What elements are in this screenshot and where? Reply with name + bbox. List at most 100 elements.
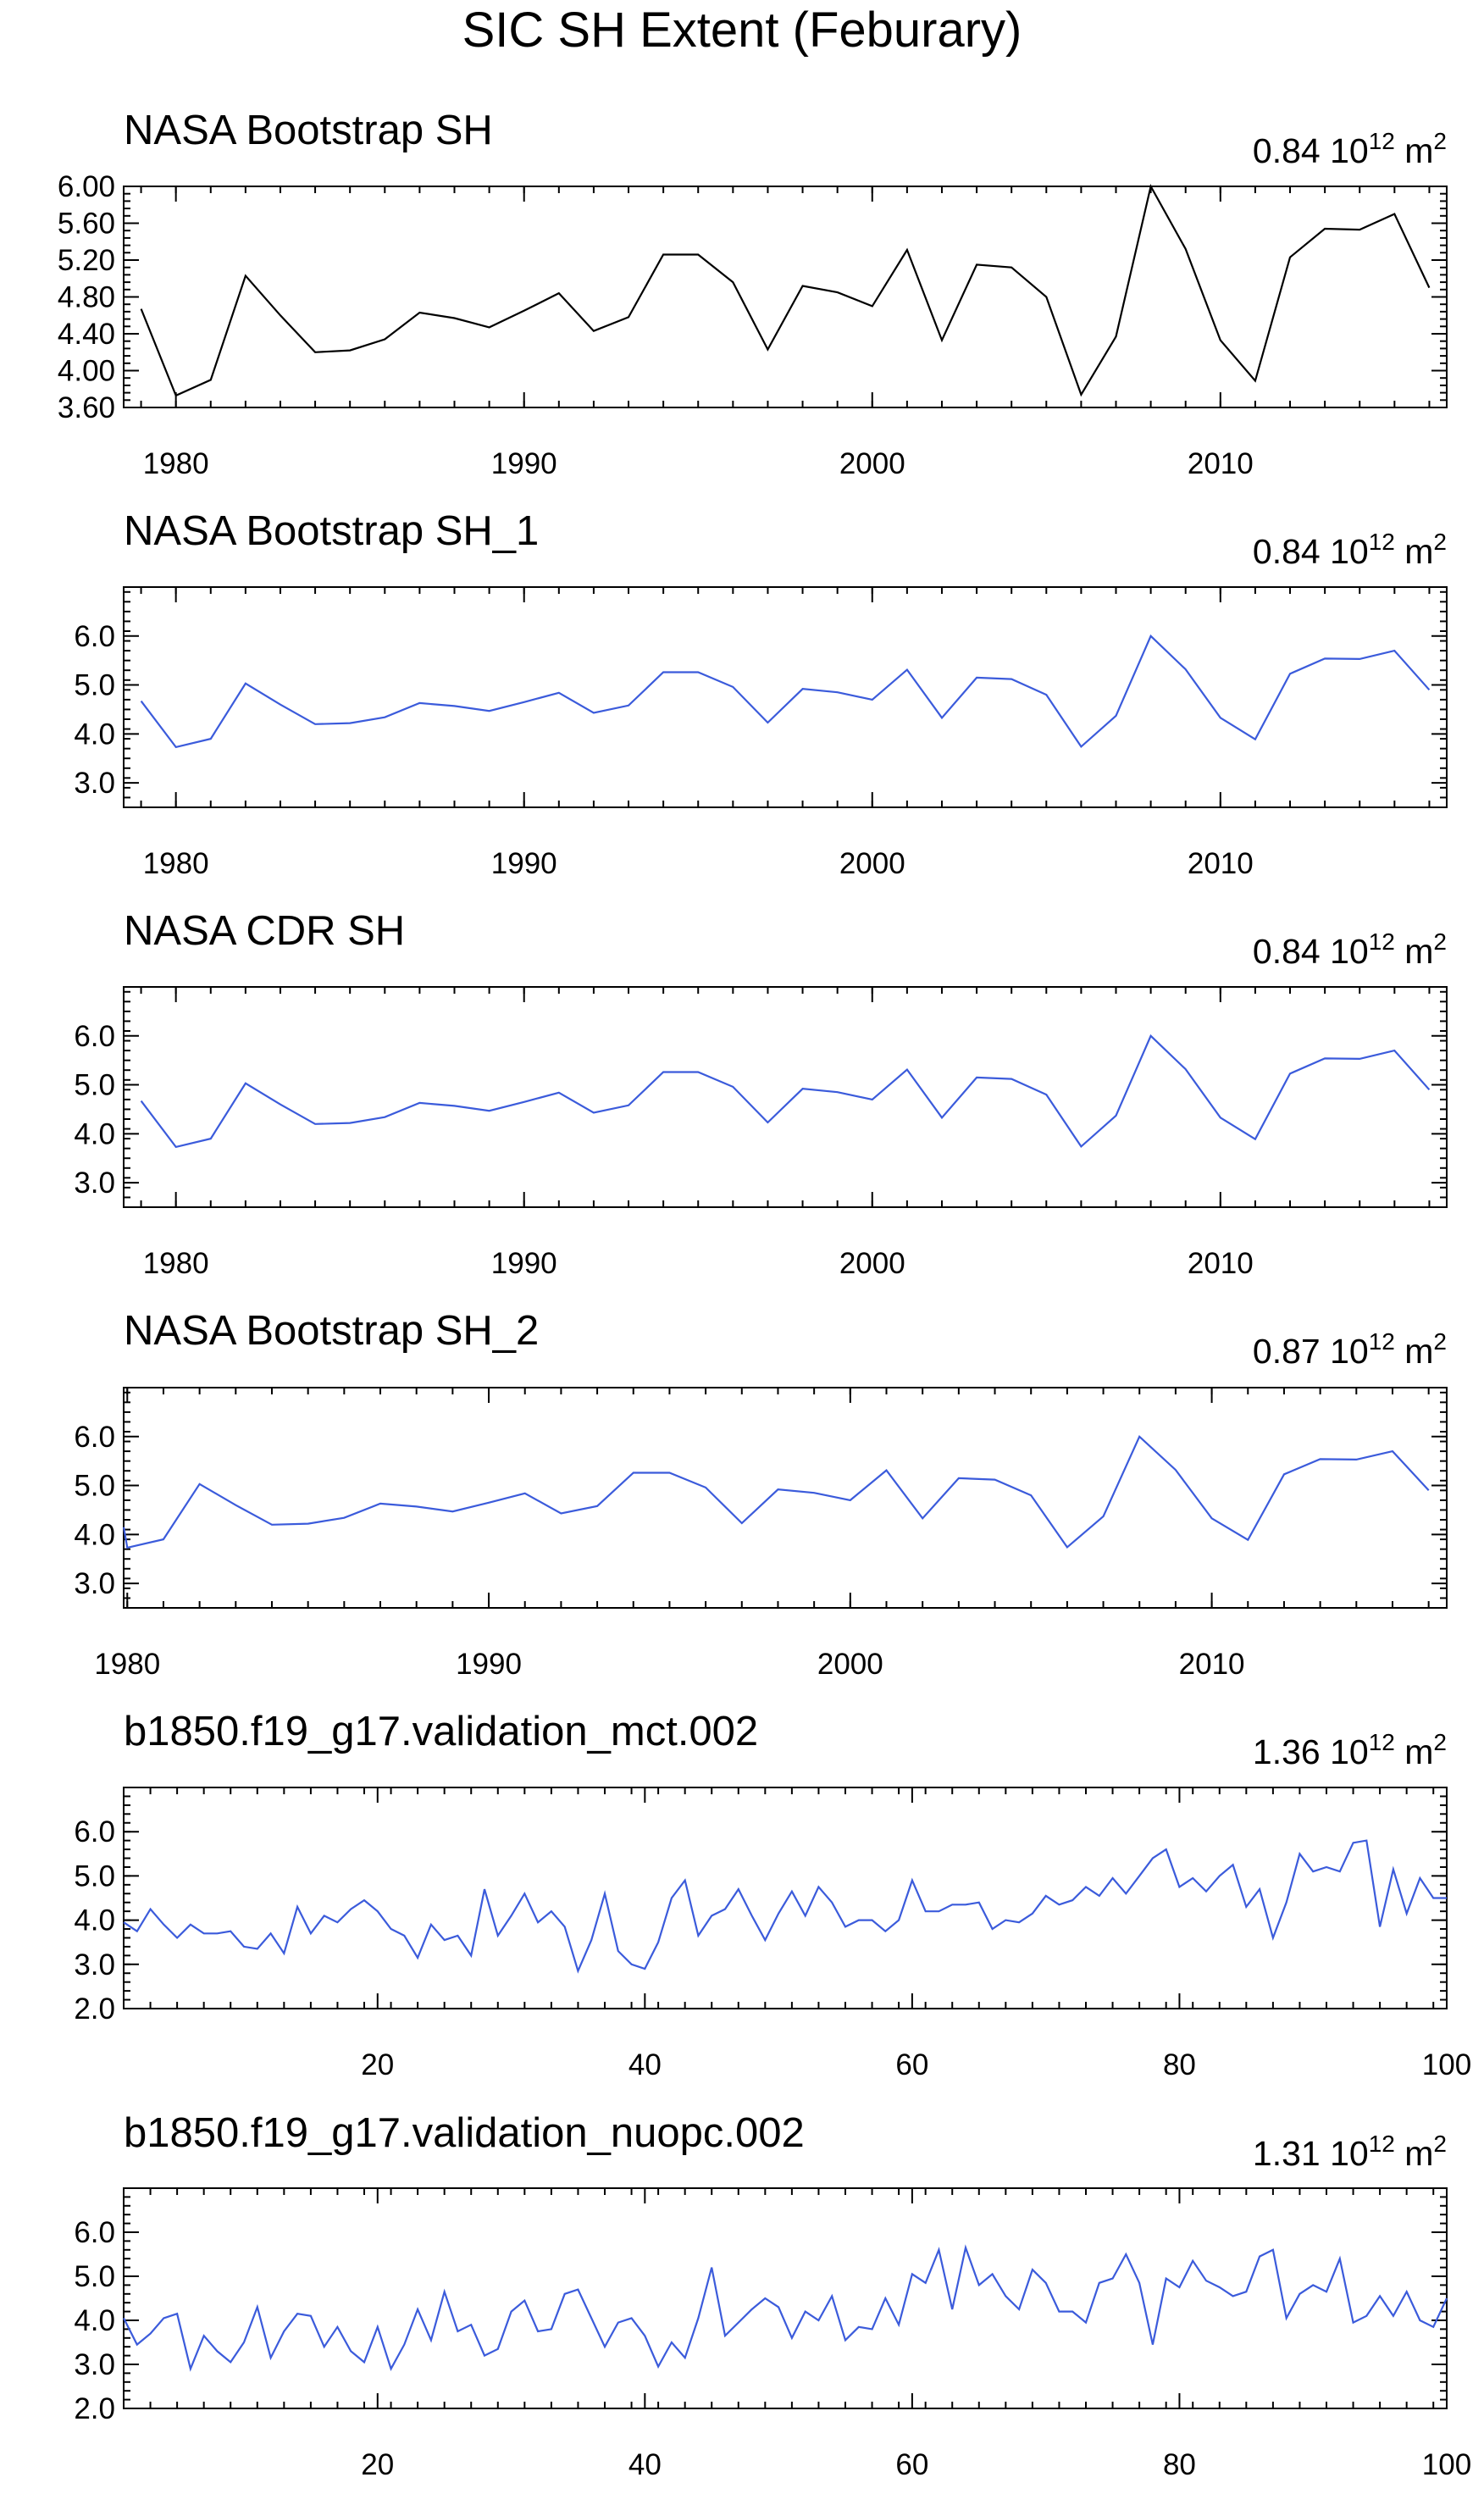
data-point [604, 2346, 606, 2347]
data-point [307, 1523, 309, 1525]
data-point [123, 1527, 125, 1528]
data-point [898, 2324, 900, 2325]
x-tick-label: 1980 [94, 1648, 160, 1681]
panel-stat-label: 0.84 1012 m2 [1253, 529, 1447, 571]
data-point [1138, 2282, 1140, 2284]
y-tick-label: 5.0 [74, 1859, 115, 1893]
data-point [484, 2355, 485, 2357]
x-tick-label: 20 [361, 2048, 394, 2081]
data-point [662, 672, 664, 673]
data-point [377, 1910, 379, 1912]
x-tick-label: 60 [895, 2448, 928, 2481]
data-point [1393, 2315, 1394, 2317]
data-point [245, 274, 246, 276]
data-point [872, 1099, 873, 1100]
x-tick-label: 40 [628, 2448, 662, 2481]
data-point [911, 1880, 913, 1882]
data-point [257, 1948, 258, 1950]
data-point [885, 1470, 887, 1471]
data-point [523, 701, 525, 703]
y-tick-label: 5.20 [58, 244, 115, 277]
data-point [235, 1505, 236, 1506]
data-point [802, 688, 804, 690]
data-point [1355, 1459, 1357, 1460]
data-point [791, 1891, 793, 1893]
stat-stat-exp: 12 [1369, 1328, 1395, 1355]
data-point [976, 263, 977, 265]
data-point [906, 669, 908, 671]
y-tick-label: 6.0 [74, 2216, 115, 2249]
data-point [230, 1931, 231, 1932]
data-point [1152, 2344, 1154, 2346]
panel-title: NASA CDR SH [124, 908, 405, 954]
y-tick-label: 4.80 [58, 281, 115, 314]
data-point [470, 1954, 472, 1956]
data-point [1085, 2322, 1087, 2324]
data-point [1211, 1517, 1213, 1519]
plot-frame [123, 1787, 1448, 2009]
y-tick-label: 5.60 [58, 208, 115, 241]
data-point [141, 1100, 142, 1102]
data-point [1011, 1078, 1012, 1080]
data-point [738, 2322, 739, 2324]
data-point [216, 2350, 218, 2352]
stat-stat-unit: 10 [1330, 532, 1369, 571]
data-point [872, 305, 873, 307]
data-point [941, 340, 943, 341]
x-tick-label: 1990 [491, 447, 557, 480]
data-point [976, 677, 977, 679]
data-point [230, 2361, 231, 2363]
data-point [324, 2346, 325, 2347]
data-point [697, 2317, 699, 2319]
data-point [778, 1913, 779, 1915]
data-point [497, 2348, 499, 2350]
data-point [805, 2311, 806, 2313]
data-point [1152, 1858, 1154, 1859]
y-tick-label: 2.0 [74, 2392, 115, 2425]
panel-stat-label: 1.36 1012 m2 [1253, 1729, 1447, 1771]
y-tick-label: 4.0 [74, 1117, 115, 1150]
x-tick-label: 1990 [491, 847, 557, 880]
data-point [245, 1083, 246, 1084]
data-point [349, 1122, 351, 1124]
data-point [994, 1479, 996, 1481]
data-point [163, 1924, 164, 1926]
data-point [296, 2313, 298, 2314]
data-point [738, 1888, 739, 1890]
data-point [872, 1920, 873, 1921]
y-tick-label: 3.0 [74, 2348, 115, 2381]
data-point [1005, 2295, 1006, 2297]
data-point [457, 1935, 458, 1937]
data-point [1018, 1921, 1020, 1923]
data-point [1018, 2308, 1020, 2310]
data-point [176, 1937, 178, 1938]
data-point [1326, 1866, 1327, 1868]
data-point [454, 705, 456, 707]
data-point [617, 2322, 619, 2324]
data-point [831, 1902, 833, 1904]
data-point [657, 1942, 659, 1943]
panel-title: NASA Bootstrap SH_1 [124, 508, 539, 554]
y-tick-label: 6.0 [74, 1815, 115, 1848]
data-point [384, 339, 385, 341]
data-point [844, 1926, 846, 1927]
data-point [628, 316, 629, 318]
data-point [922, 1517, 923, 1519]
data-point [418, 312, 420, 313]
panel-stat-label: 1.31 1012 m2 [1253, 2131, 1447, 2173]
data-point [590, 1939, 592, 1941]
data-point [1112, 1877, 1114, 1879]
data-point [1283, 1473, 1285, 1475]
data-point [216, 1932, 218, 1934]
data-point [523, 1101, 525, 1103]
data-point [813, 1492, 815, 1494]
data-point [617, 1950, 619, 1952]
data-point [1245, 1906, 1247, 1908]
data-point [764, 2297, 766, 2299]
series-line [140, 183, 1431, 397]
data-point [662, 1072, 664, 1073]
data-point [976, 1077, 977, 1078]
data-point [511, 1915, 512, 1916]
data-point [283, 1953, 285, 1954]
data-point [1446, 2297, 1448, 2299]
